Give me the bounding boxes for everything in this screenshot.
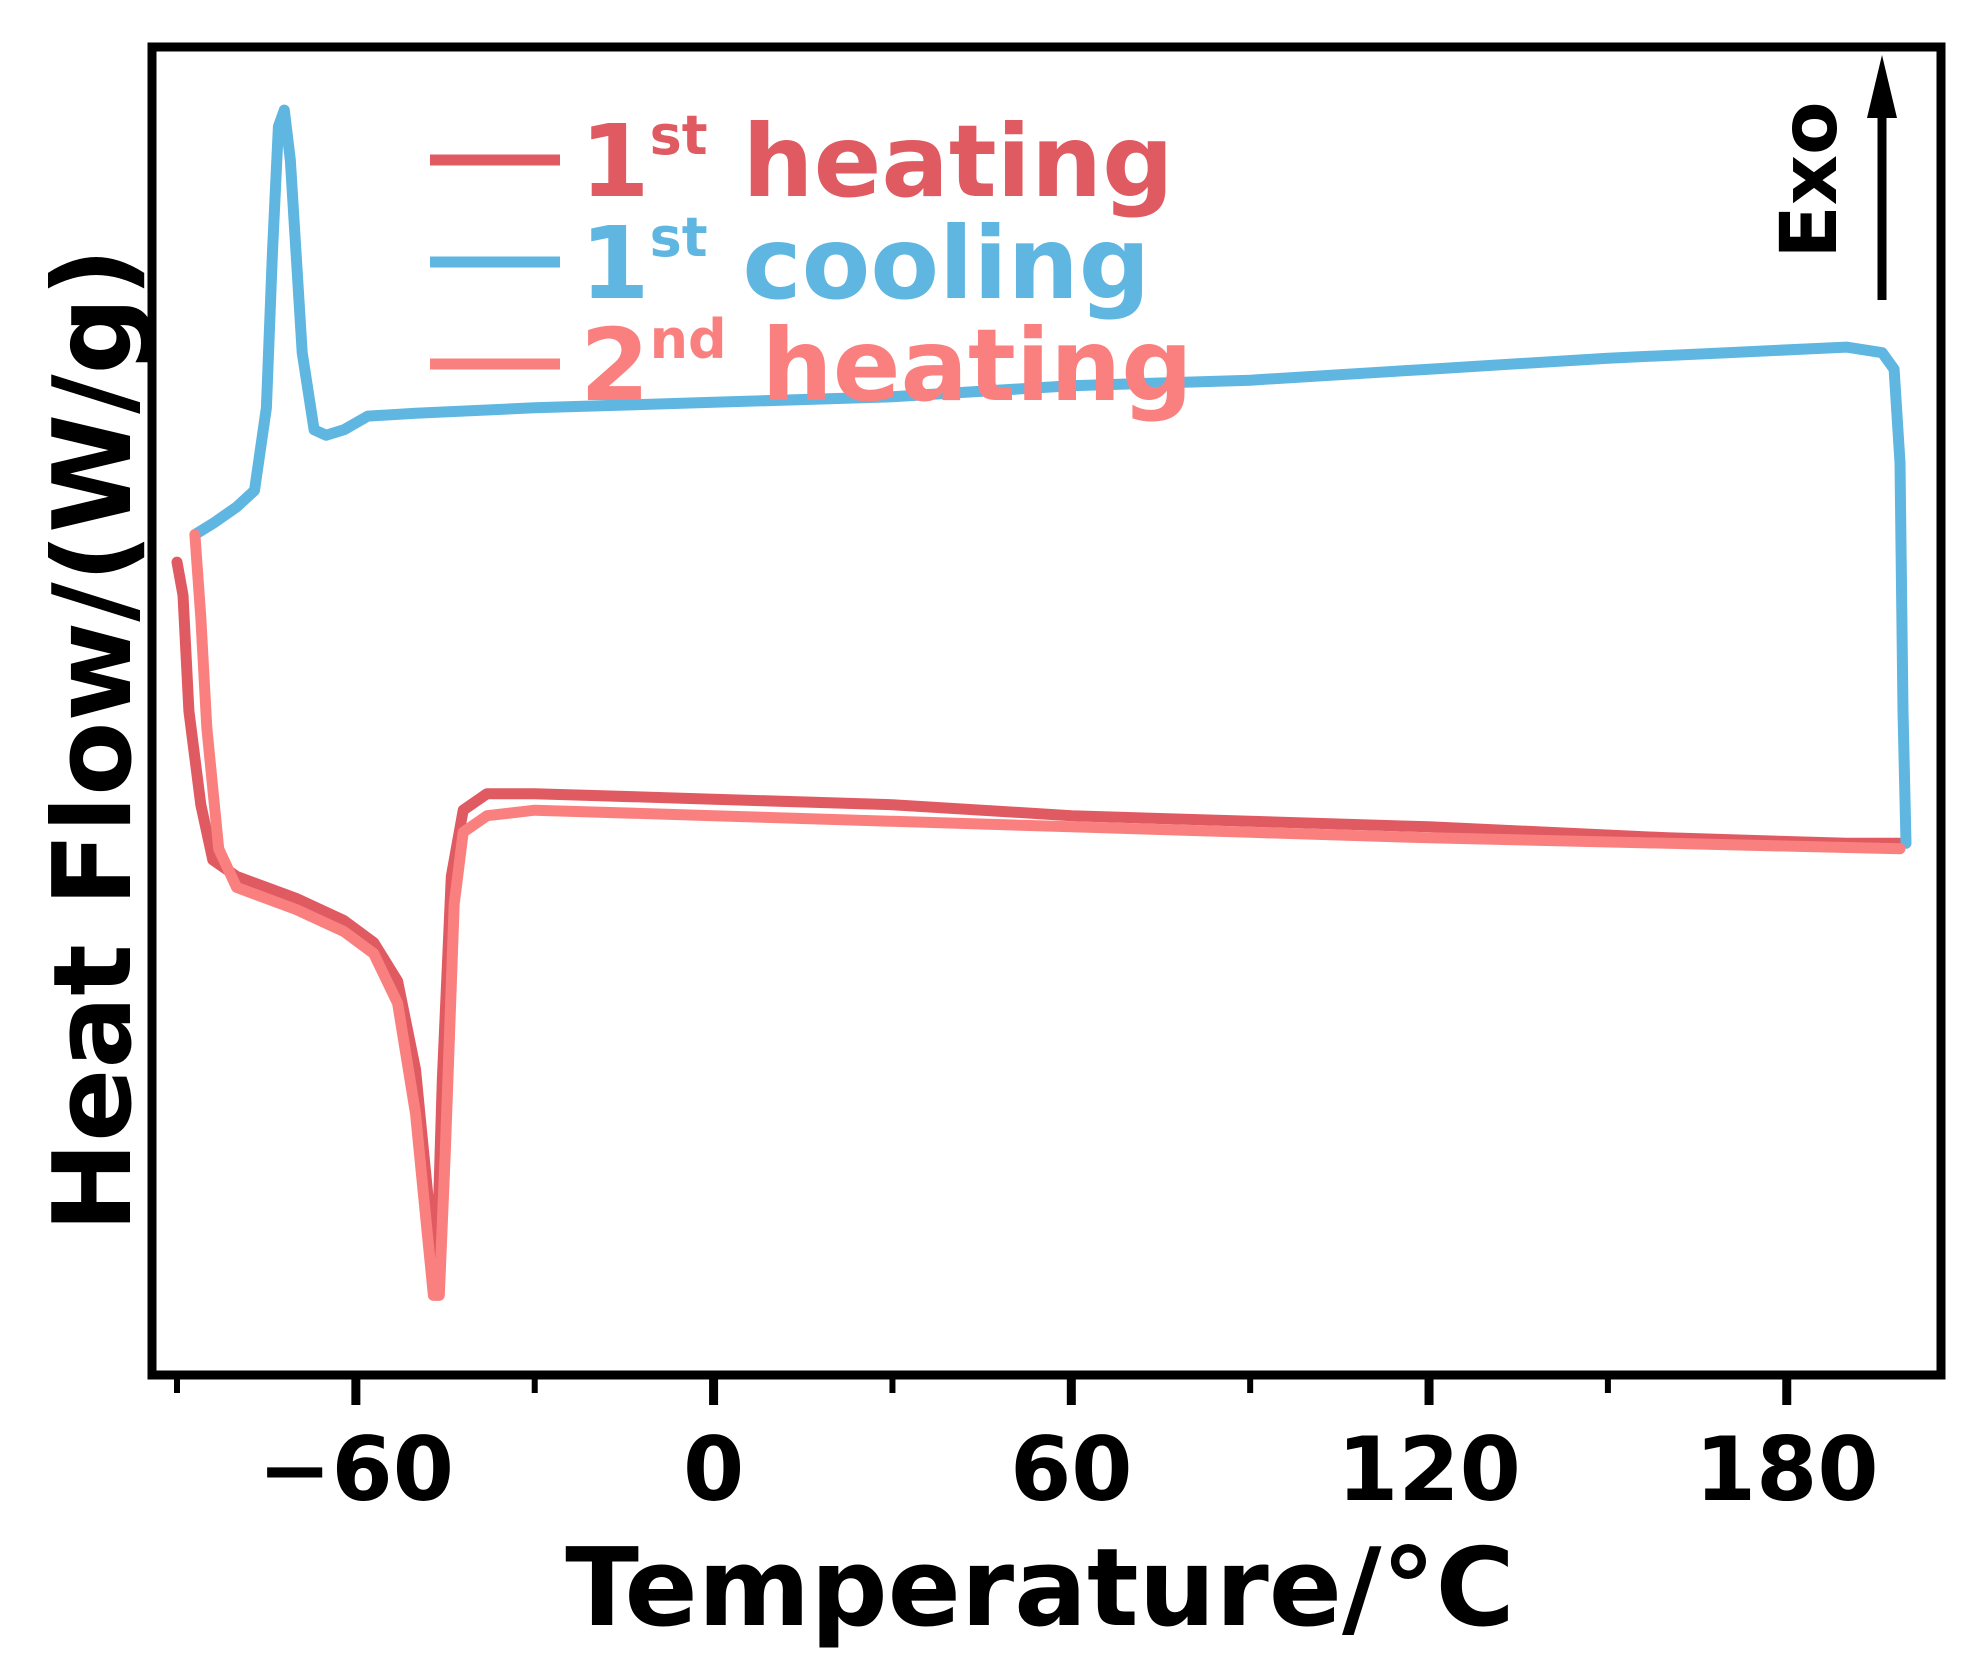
plot-frame	[147, 42, 1946, 1380]
legend-label: 1st cooling	[580, 205, 1150, 322]
x-axis-title: Temperature/°C	[565, 1526, 1515, 1651]
legend-entry: 1st heating	[430, 103, 1174, 220]
legend-label: 2nd heating	[580, 307, 1193, 424]
legend-entry: 2nd heating	[430, 307, 1193, 424]
exo-label: Exo	[1765, 101, 1855, 258]
x-tick-label: 180	[1695, 1418, 1879, 1521]
x-tick-label: −60	[258, 1418, 454, 1521]
legend-entry: 1st cooling	[430, 205, 1150, 322]
y-axis-title: Heat Flow/(W/g)	[31, 248, 156, 1233]
exo-indicator: Exo	[1765, 55, 1897, 300]
series-line-2nd-heating	[189, 529, 1906, 1301]
x-tick-label: 0	[683, 1418, 744, 1521]
series-layer	[171, 104, 1912, 1301]
x-tick-label: 60	[1010, 1418, 1132, 1521]
x-tick-label: 120	[1337, 1418, 1521, 1521]
exo-arrow-icon	[1867, 55, 1897, 118]
legend-label: 1st heating	[580, 103, 1174, 220]
x-axis-ticks: −60 0 60 120 180	[174, 1375, 1879, 1521]
series-line-1st-cooling	[189, 104, 1912, 849]
